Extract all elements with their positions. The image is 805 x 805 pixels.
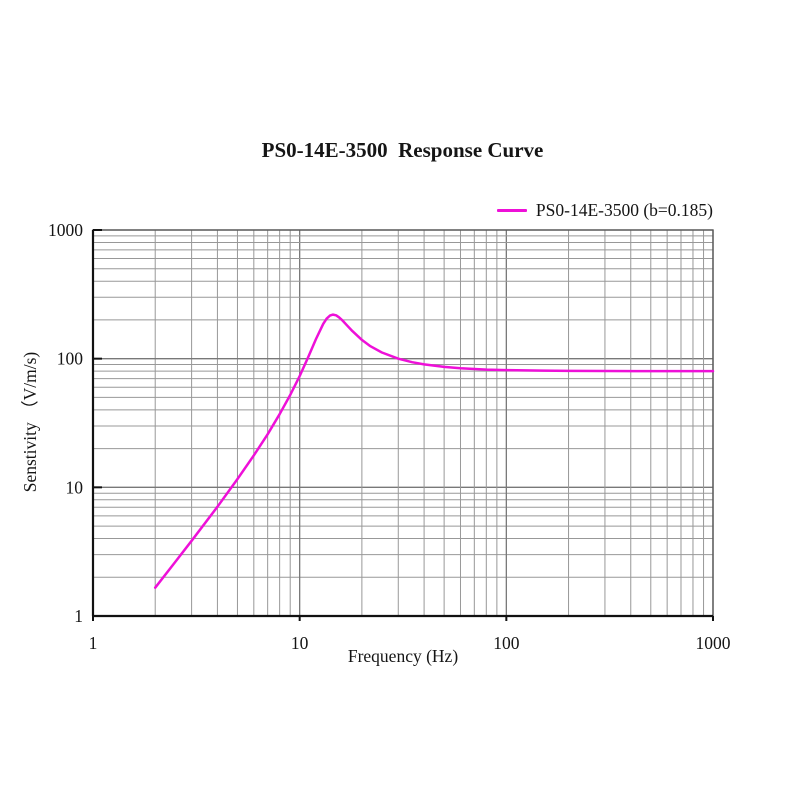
- y-tick-label: 100: [57, 349, 84, 369]
- y-tick-label: 1: [74, 606, 83, 626]
- x-tick-label: 10: [291, 633, 309, 653]
- legend: PS0-14E-3500 (b=0.185): [496, 200, 713, 221]
- x-tick-label: 100: [493, 633, 520, 653]
- response-curve-line: [153, 313, 715, 589]
- x-tick-label: 1000: [696, 633, 731, 653]
- plot-frame: [92, 229, 714, 617]
- x-tick-label: 1: [89, 633, 98, 653]
- y-tick-label: 10: [66, 477, 84, 497]
- chart-title: PS0-14E-3500 Response Curve: [261, 138, 544, 162]
- y-axis-title: Senstivity （V/m/s): [20, 351, 40, 493]
- legend-entry-label: PS0-14E-3500 (b=0.185): [535, 200, 713, 220]
- legend-line-swatch-icon: [496, 209, 527, 212]
- y-tick-label: 1000: [48, 220, 83, 240]
- x-axis-title: Frequency (Hz): [347, 646, 459, 666]
